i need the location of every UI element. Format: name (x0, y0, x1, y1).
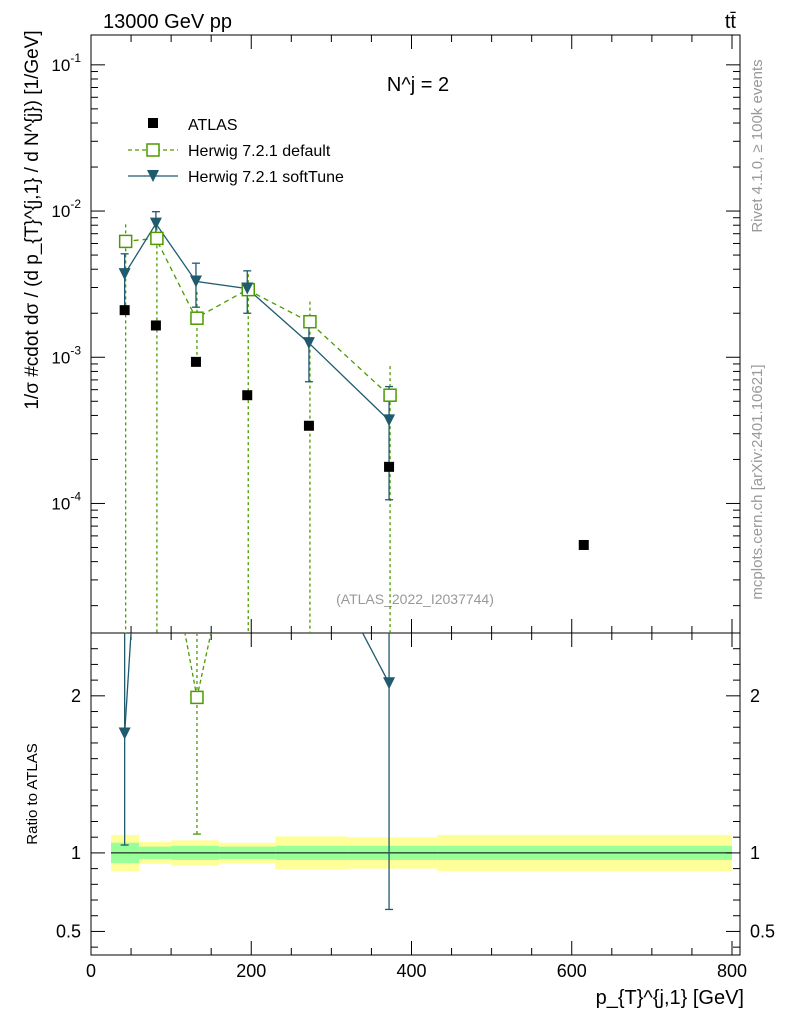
ratio-y-axis-title: Ratio to ATLAS (24, 743, 41, 844)
atlas-point (303, 420, 314, 431)
ratio-ytick-label-left: 2 (71, 686, 81, 706)
x-tick-label: 0 (86, 961, 96, 981)
ratio-panel-frame (90, 632, 741, 956)
ratio-softtune-point (383, 677, 396, 690)
atlas-point (150, 320, 161, 331)
atlas-point (578, 539, 589, 550)
legend-default-marker (146, 143, 160, 157)
atlas-point (119, 305, 130, 316)
x-axis-title: p_{T}^{j,1} [GeV] (596, 987, 744, 1009)
x-tick-label: 600 (557, 961, 587, 981)
legend-default-label: Herwig 7.2.1 default (188, 143, 331, 160)
x-tick-label: 200 (236, 961, 266, 981)
ratio-ytick-label-right: 2 (750, 686, 760, 706)
main-ytick-label: 10-4 (51, 489, 81, 513)
main-y-axis-title: 1/σ #cdot dσ / (d p_{T}^{j,1} / d N^{j})… (22, 30, 43, 409)
herwig-softtune-point (118, 268, 131, 281)
atlas-point (384, 461, 395, 472)
ratio-default-line (196, 632, 212, 698)
ratio-default-point (190, 690, 204, 705)
ratio-ytick-label-right: 1 (750, 843, 760, 863)
herwig-default-line (124, 237, 390, 396)
herwig-default-point (150, 231, 164, 246)
main-ytick-label: 10-2 (51, 197, 81, 221)
herwig-softtune-point (383, 414, 396, 427)
ratio-bands (111, 834, 732, 871)
legend-atlas-marker (148, 118, 158, 128)
panel-title-nj: N^j = 2 (387, 74, 449, 96)
herwig-softtune-point (149, 217, 162, 230)
legend-atlas-label: ATLAS (188, 117, 238, 134)
main-ytick-label-exponent: -3 (70, 343, 81, 357)
x-tick-label: 800 (717, 961, 747, 981)
ratio-softtune-point (118, 727, 131, 740)
herwig-default-point (303, 314, 317, 329)
x-tick-label: 400 (396, 961, 426, 981)
ratio-default-line (184, 632, 198, 698)
legend: ATLAS Herwig 7.2.1 default Herwig 7.2.1 … (128, 117, 344, 186)
herwig-default-point (383, 388, 397, 402)
herwig-default-point (190, 311, 204, 325)
ratio-softtune-line (124, 632, 132, 734)
header-beam-label: 13000 GeV pp (103, 11, 232, 33)
ratio-ytick-label-left: 0.5 (56, 921, 81, 941)
main-plot (118, 211, 589, 633)
legend-softtune-label: Herwig 7.2.1 softTune (188, 169, 344, 186)
herwig-softtune-point (189, 275, 202, 288)
main-ytick-label-exponent: -2 (70, 197, 81, 211)
header-process-label: tt̄ (725, 11, 737, 33)
herwig-softtune-point (241, 282, 254, 295)
main-ytick-label-exponent: -4 (70, 489, 81, 503)
ratio-ytick-label-left: 1 (71, 843, 81, 863)
herwig-softtune-line (124, 222, 390, 421)
herwig-default-point (118, 234, 133, 249)
main-ytick-label: 10-1 (51, 51, 81, 75)
main-ytick-label-exponent: -1 (70, 51, 81, 65)
ratio-softtune-line (362, 632, 390, 684)
ratio-plot (118, 632, 396, 911)
legend-softtune-marker (147, 170, 159, 182)
ratio-ytick-label-right: 0.5 (750, 921, 775, 941)
analysis-watermark: (ATLAS_2022_I2037744) (336, 591, 494, 607)
mcplots-label: mcplots.cern.ch [arXiv:2401.10621] (749, 364, 766, 599)
rivet-version-label: Rivet 4.1.0, ≥ 100k events (749, 59, 766, 232)
herwig-softtune-point (302, 337, 315, 350)
atlas-point (242, 390, 253, 401)
atlas-point (190, 356, 201, 367)
main-ytick-label: 10-3 (51, 343, 81, 367)
